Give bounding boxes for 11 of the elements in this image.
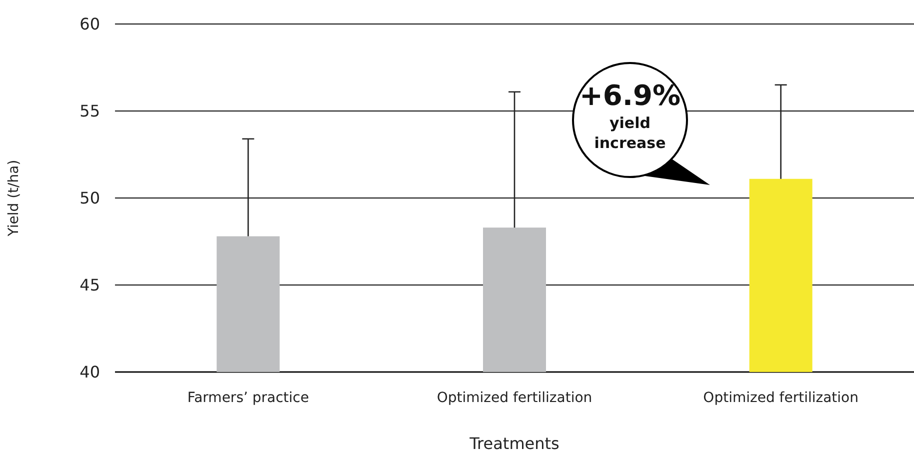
annotation: +6.9% yield increase	[579, 79, 681, 152]
x-tick-label: Farmers’ practice	[187, 390, 310, 406]
y-tick-label: 45	[80, 276, 100, 295]
y-tick-label: 55	[80, 102, 100, 121]
y-tick-label: 50	[80, 188, 100, 208]
x-tick-label: Optimized fertilization	[703, 390, 858, 406]
y-axis-title: Yield (t/ha)	[6, 160, 22, 238]
y-tick-label: 60	[80, 14, 100, 34]
x-axis-title: Treatments	[468, 434, 560, 453]
y-tick-label: 40	[80, 362, 100, 382]
x-tick-label: Optimized fertilization	[436, 390, 592, 406]
